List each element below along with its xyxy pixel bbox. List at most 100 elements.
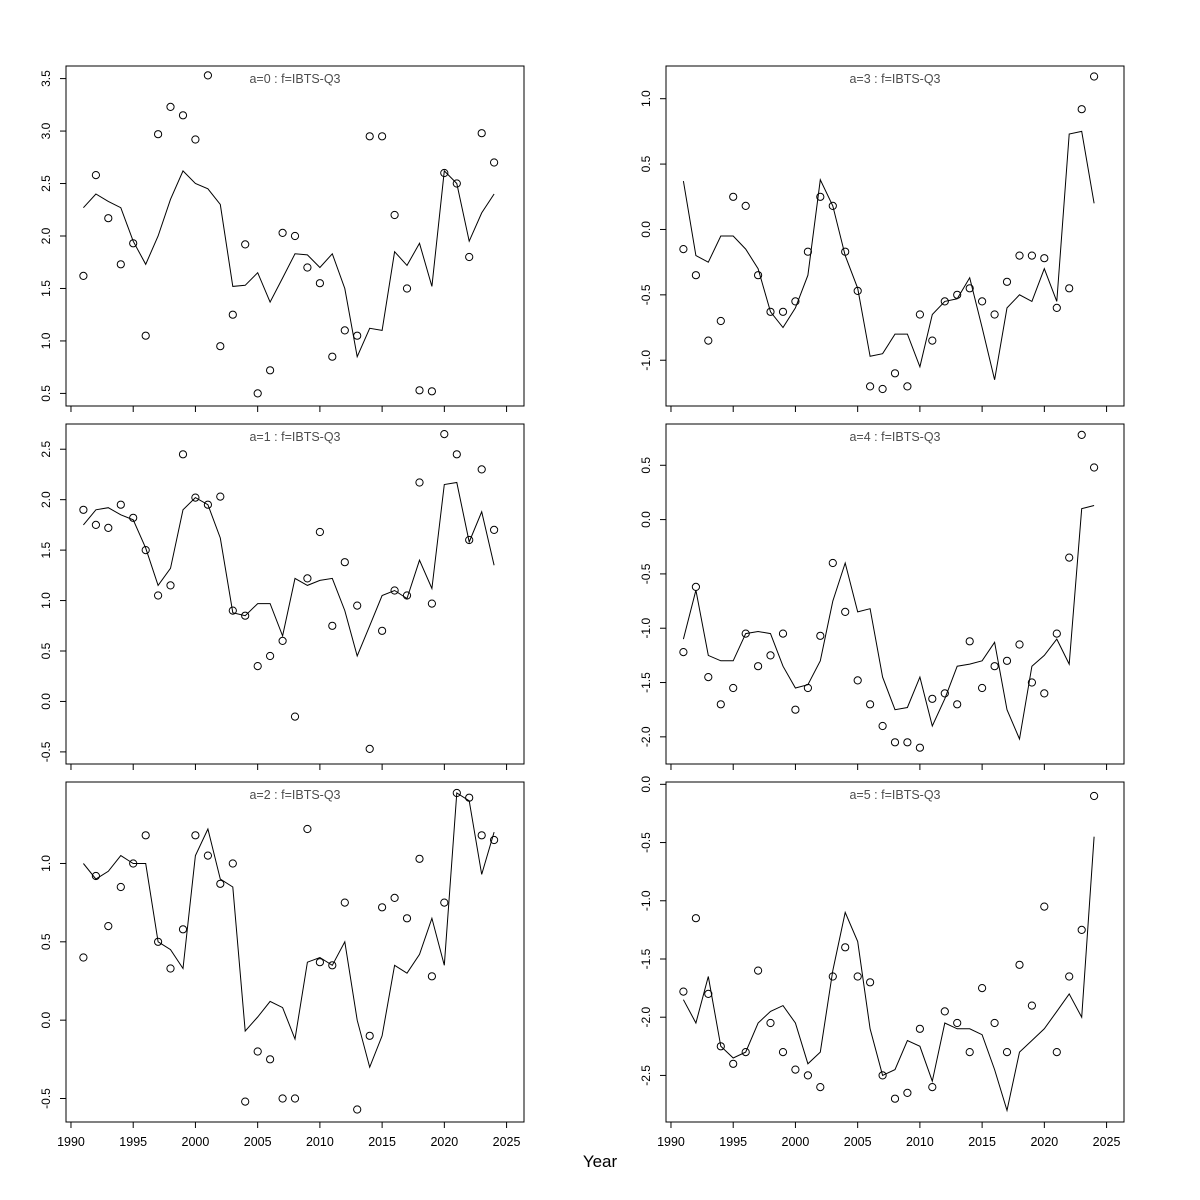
- svg-text:-0.5: -0.5: [39, 741, 53, 762]
- plot-border: [665, 423, 1125, 765]
- svg-text:-0.5: -0.5: [639, 832, 653, 853]
- panel-svg: a=3 : f=IBTS-Q3 -1.0 -0.5 0.0 0.5 1.0: [639, 65, 1125, 412]
- svg-text:1990: 1990: [657, 1135, 685, 1149]
- panel-svg: a=0 : f=IBTS-Q3 0.5 1.0 1.5 2.0 2.5 3.0 3.5: [39, 65, 525, 412]
- plot-border: [65, 781, 525, 1123]
- svg-text:2.5: 2.5: [39, 441, 53, 458]
- svg-text:0.5: 0.5: [39, 385, 53, 402]
- fit-line: [83, 169, 495, 359]
- y-axis: -2.0 -1.5 -1.0 -0.5 0.0 0.5: [639, 457, 666, 747]
- svg-text:-1.5: -1.5: [639, 948, 653, 969]
- svg-text:0.5: 0.5: [39, 933, 53, 950]
- svg-text:0.0: 0.0: [39, 693, 53, 710]
- x-axis: [70, 764, 508, 770]
- observation-points: [79, 430, 499, 753]
- y-axis: -0.5 0.0 0.5 1.0: [39, 855, 66, 1109]
- svg-text:1.5: 1.5: [39, 541, 53, 558]
- svg-text:0.0: 0.0: [639, 511, 653, 528]
- svg-text:2025: 2025: [493, 1135, 521, 1149]
- svg-text:0.5: 0.5: [639, 457, 653, 474]
- plot-border: [65, 423, 525, 765]
- svg-text:2.0: 2.0: [39, 227, 53, 244]
- panel-title: a=5 : f=IBTS-Q3: [849, 788, 940, 802]
- svg-text:2010: 2010: [306, 1135, 334, 1149]
- panel-title: a=2 : f=IBTS-Q3: [249, 788, 340, 802]
- y-axis: -0.5 0.0 0.5 1.0 1.5 2.0 2.5: [39, 441, 66, 762]
- svg-text:-0.5: -0.5: [639, 284, 653, 305]
- plot-border: [665, 65, 1125, 407]
- svg-text:1.0: 1.0: [39, 855, 53, 872]
- svg-text:3.5: 3.5: [39, 70, 53, 87]
- plot-border: [65, 65, 525, 407]
- observation-points: [679, 430, 1099, 752]
- svg-text:1.0: 1.0: [39, 592, 53, 609]
- svg-text:1995: 1995: [119, 1135, 147, 1149]
- panel-a5: a=5 : f=IBTS-Q3 -2.5 -2.0 -1.5 -1.0 -0.5 0.0 19…: [600, 772, 1200, 1172]
- svg-text:-1.0: -1.0: [639, 350, 653, 371]
- x-axis: 1990 1995 2000 2005 2010 2015 2020 2025: [57, 1122, 521, 1149]
- observation-points: [679, 791, 1099, 1103]
- svg-text:2005: 2005: [844, 1135, 872, 1149]
- x-axis: [670, 764, 1108, 770]
- panel-svg: a=2 : f=IBTS-Q3 -0.5 0.0 0.5 1.0 1990 1995 2000…: [39, 781, 525, 1149]
- y-axis: -1.0 -0.5 0.0 0.5 1.0: [639, 90, 666, 371]
- panel-a4: a=4 : f=IBTS-Q3 -2.0 -1.5 -1.0 -0.5 0.0 0.5: [600, 414, 1200, 772]
- fit-line: [83, 481, 495, 658]
- panel-title: a=4 : f=IBTS-Q3: [849, 430, 940, 444]
- svg-text:-1.0: -1.0: [639, 618, 653, 639]
- svg-text:-2.0: -2.0: [639, 1007, 653, 1028]
- svg-text:2025: 2025: [1093, 1135, 1121, 1149]
- svg-text:2.0: 2.0: [39, 491, 53, 508]
- y-axis: 0.5 1.0 1.5 2.0 2.5 3.0 3.5: [39, 70, 66, 402]
- x-axis: [670, 406, 1108, 412]
- panel-svg: a=1 : f=IBTS-Q3 -0.5 0.0 0.5 1.0 1.5 2.0 2.5: [39, 423, 525, 770]
- svg-text:0.0: 0.0: [39, 1011, 53, 1028]
- svg-text:-0.5: -0.5: [639, 563, 653, 584]
- observation-points: [79, 71, 499, 398]
- svg-text:2000: 2000: [182, 1135, 210, 1149]
- fit-line: [682, 836, 1095, 1113]
- svg-text:2015: 2015: [968, 1135, 996, 1149]
- svg-text:2000: 2000: [782, 1135, 810, 1149]
- svg-text:-1.5: -1.5: [639, 672, 653, 693]
- fit-line: [682, 505, 1095, 741]
- x-axis: 1990 1995 2000 2005 2010 2015 2020 2025: [657, 1122, 1121, 1149]
- svg-text:2.5: 2.5: [39, 175, 53, 192]
- svg-text:3.0: 3.0: [39, 122, 53, 139]
- svg-text:1.0: 1.0: [639, 90, 653, 107]
- panel-title: a=0 : f=IBTS-Q3: [249, 72, 340, 86]
- svg-text:2010: 2010: [906, 1135, 934, 1149]
- panel-a3: a=3 : f=IBTS-Q3 -1.0 -0.5 0.0 0.5 1.0: [600, 56, 1200, 414]
- svg-text:-2.0: -2.0: [639, 726, 653, 747]
- panel-a1: a=1 : f=IBTS-Q3 -0.5 0.0 0.5 1.0 1.5 2.0 2.5: [0, 414, 600, 772]
- panel-grid: a=0 : f=IBTS-Q3 0.5 1.0 1.5 2.0 2.5 3.0 3.5 a=3…: [0, 56, 1200, 1172]
- svg-text:-2.5: -2.5: [639, 1065, 653, 1086]
- panel-a2: a=2 : f=IBTS-Q3 -0.5 0.0 0.5 1.0 1990 1995 2000…: [0, 772, 600, 1172]
- svg-text:2020: 2020: [1030, 1135, 1058, 1149]
- observation-points: [679, 72, 1099, 394]
- plot-border: [665, 781, 1125, 1123]
- svg-text:0.5: 0.5: [639, 155, 653, 172]
- svg-text:0.0: 0.0: [639, 776, 653, 793]
- panel-title: a=3 : f=IBTS-Q3: [849, 72, 940, 86]
- fit-line: [682, 130, 1095, 380]
- svg-text:-1.0: -1.0: [639, 890, 653, 911]
- panel-a0: a=0 : f=IBTS-Q3 0.5 1.0 1.5 2.0 2.5 3.0 3.5: [0, 56, 600, 414]
- svg-text:2015: 2015: [368, 1135, 396, 1149]
- y-axis: -2.5 -2.0 -1.5 -1.0 -0.5 0.0: [639, 776, 666, 1086]
- svg-text:0.5: 0.5: [39, 642, 53, 659]
- observation-points: [79, 788, 499, 1114]
- fit-line: [83, 792, 495, 1069]
- svg-text:1995: 1995: [719, 1135, 747, 1149]
- svg-text:2005: 2005: [244, 1135, 272, 1149]
- svg-text:-0.5: -0.5: [39, 1088, 53, 1109]
- svg-text:1990: 1990: [57, 1135, 85, 1149]
- svg-text:2020: 2020: [430, 1135, 458, 1149]
- svg-text:1.0: 1.0: [39, 332, 53, 349]
- svg-text:0.0: 0.0: [639, 221, 653, 238]
- x-axis: [70, 406, 508, 412]
- x-axis-label: Year: [582, 1152, 618, 1171]
- panel-title: a=1 : f=IBTS-Q3: [249, 430, 340, 444]
- panel-svg: a=5 : f=IBTS-Q3 -2.5 -2.0 -1.5 -1.0 -0.5 0.0 19…: [639, 776, 1125, 1149]
